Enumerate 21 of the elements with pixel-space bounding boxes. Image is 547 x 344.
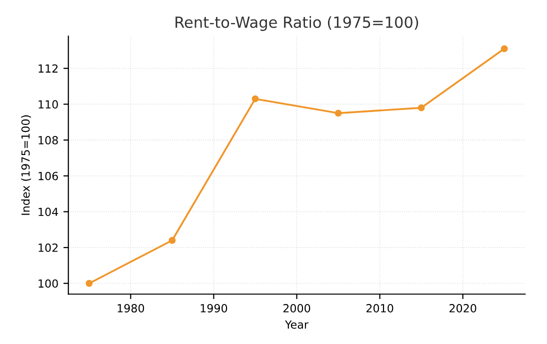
y-tick-label: 106: [38, 172, 58, 180]
chart-title: Rent-to-Wage Ratio (1975=100): [176, 16, 418, 31]
x-tick-label: 2010: [366, 304, 394, 312]
point: [500, 45, 508, 52]
point: [168, 236, 176, 244]
x-axis-title: Year: [284, 320, 309, 329]
y-tick-label: 108: [38, 136, 58, 144]
point: [252, 95, 259, 102]
point: [334, 110, 342, 117]
y-tick-label: 104: [38, 208, 58, 216]
y-tick-label: 110: [38, 100, 58, 109]
y-tick-label: 112: [38, 64, 58, 73]
y-tick-label: 102: [38, 244, 58, 252]
x-tick-label: 2000: [283, 304, 310, 312]
y-tick-label: 100: [38, 279, 58, 288]
point: [86, 280, 93, 287]
x-tick-label: 1980: [118, 304, 144, 312]
y-axis-title: Index (1975=100): [21, 115, 32, 215]
point: [418, 104, 425, 112]
x-tick-label: 1990: [200, 304, 228, 312]
x-tick-label: 2020: [450, 304, 476, 312]
